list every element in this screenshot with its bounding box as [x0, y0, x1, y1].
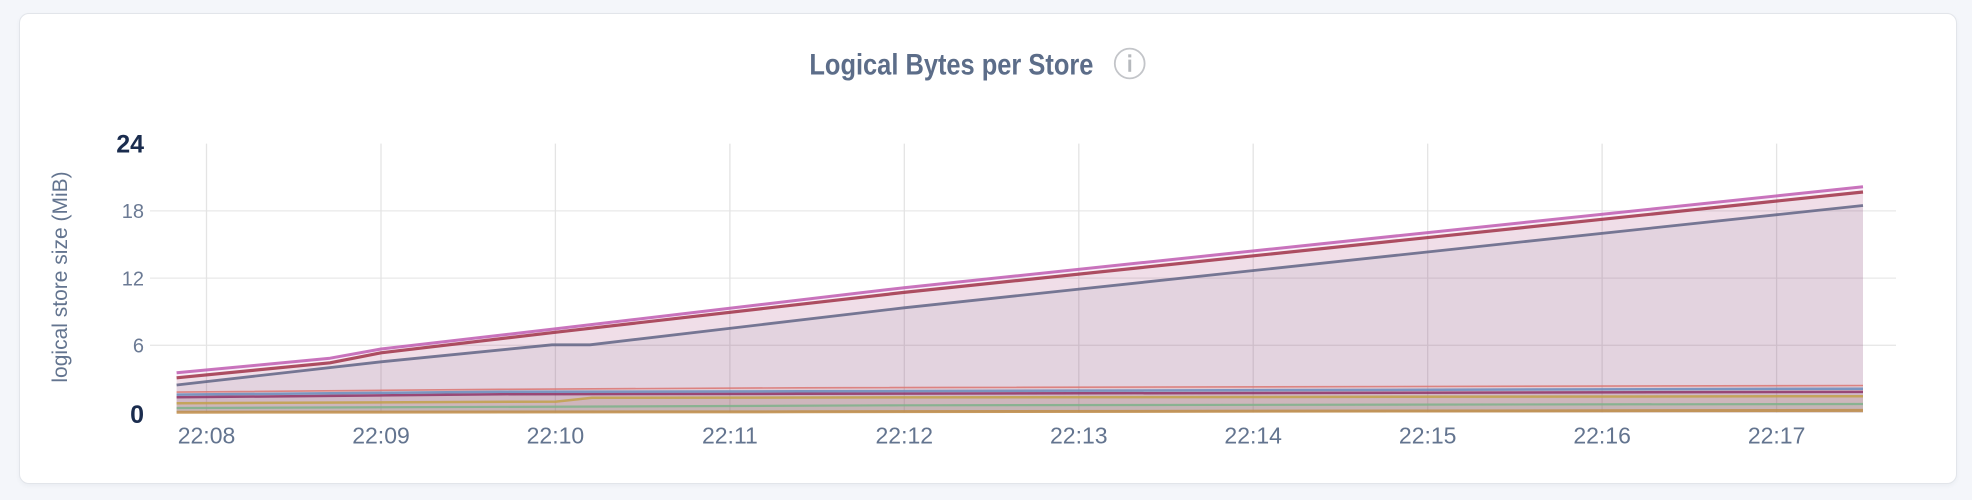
- svg-text:18: 18: [122, 201, 144, 223]
- svg-text:22:10: 22:10: [527, 423, 585, 449]
- svg-text:22:16: 22:16: [1573, 423, 1631, 449]
- svg-text:22:15: 22:15: [1399, 423, 1457, 449]
- svg-text:6: 6: [133, 336, 144, 358]
- svg-text:Logical Bytes per Store: Logical Bytes per Store: [809, 49, 1093, 82]
- svg-text:0: 0: [130, 401, 144, 429]
- svg-text:logical store size (MiB): logical store size (MiB): [49, 171, 72, 382]
- svg-text:22:14: 22:14: [1224, 423, 1282, 449]
- svg-text:22:12: 22:12: [876, 423, 934, 449]
- svg-text:22:08: 22:08: [178, 423, 236, 449]
- svg-text:22:11: 22:11: [702, 423, 758, 449]
- svg-text:22:09: 22:09: [352, 423, 410, 449]
- svg-text:22:17: 22:17: [1748, 423, 1806, 449]
- svg-text:24: 24: [116, 131, 144, 159]
- svg-text:22:13: 22:13: [1050, 423, 1108, 449]
- svg-text:12: 12: [122, 268, 144, 290]
